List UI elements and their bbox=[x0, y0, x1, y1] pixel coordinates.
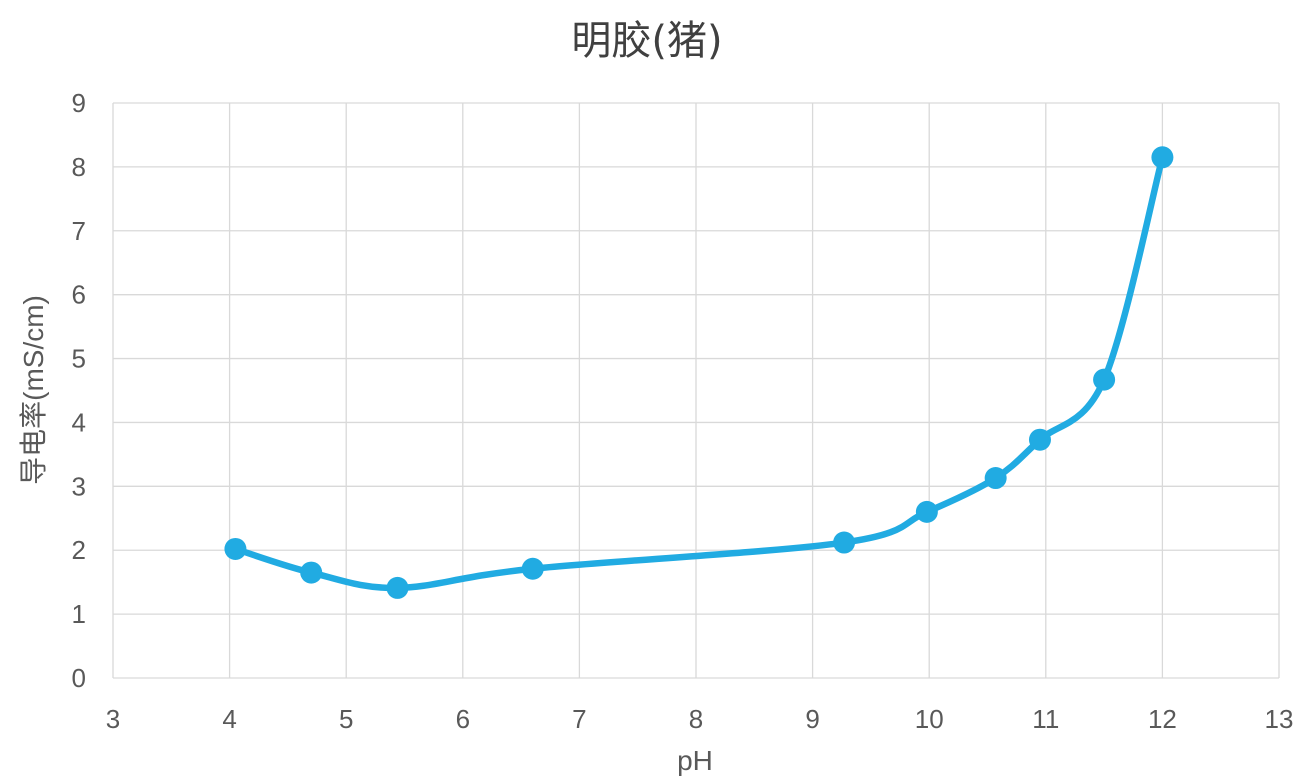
data-point bbox=[1151, 146, 1174, 169]
y-tick-label: 1 bbox=[72, 599, 86, 629]
data-point bbox=[521, 557, 544, 580]
x-tick-label: 8 bbox=[689, 704, 703, 734]
x-tick-label: 11 bbox=[1032, 704, 1059, 734]
y-tick-label: 6 bbox=[72, 280, 86, 310]
data-point bbox=[224, 537, 247, 560]
data-point bbox=[1093, 368, 1116, 391]
x-tick-label: 7 bbox=[572, 704, 586, 734]
x-tick-label: 9 bbox=[805, 704, 819, 734]
x-tick-label: 4 bbox=[222, 704, 236, 734]
y-tick-label: 0 bbox=[72, 663, 86, 693]
series-lines bbox=[232, 154, 1166, 592]
data-points bbox=[224, 146, 1174, 599]
x-tick-label: 3 bbox=[106, 704, 120, 734]
x-tick-label: 5 bbox=[339, 704, 353, 734]
data-point bbox=[915, 500, 938, 523]
data-point bbox=[300, 561, 323, 584]
y-tick-label: 2 bbox=[72, 535, 86, 565]
y-tick-label: 5 bbox=[72, 344, 86, 374]
chart-title: 明胶(猪) bbox=[571, 18, 722, 64]
y-tick-label: 9 bbox=[72, 88, 86, 118]
grid bbox=[112, 102, 1280, 679]
x-axis-ticks: 3 4 5 6 7 8 9 10 11 12 13 bbox=[106, 704, 1294, 734]
x-tick-label: 6 bbox=[456, 704, 470, 734]
y-tick-label: 3 bbox=[72, 471, 86, 501]
data-point bbox=[1028, 428, 1051, 451]
x-tick-label: 10 bbox=[915, 704, 944, 734]
data-point bbox=[386, 576, 409, 599]
y-tick-label: 7 bbox=[72, 216, 86, 246]
x-tick-label: 12 bbox=[1148, 704, 1177, 734]
y-axis-title: 导电率(mS/cm) bbox=[18, 295, 49, 485]
data-point bbox=[833, 531, 856, 554]
x-tick-label: 13 bbox=[1265, 704, 1294, 734]
series-line bbox=[232, 154, 1166, 592]
y-axis-ticks: 0 1 2 3 4 5 6 7 8 9 bbox=[72, 88, 86, 693]
data-point bbox=[984, 467, 1007, 490]
y-tick-label: 4 bbox=[72, 407, 86, 437]
x-axis-title: pH bbox=[677, 745, 713, 776]
y-tick-label: 8 bbox=[72, 152, 86, 182]
